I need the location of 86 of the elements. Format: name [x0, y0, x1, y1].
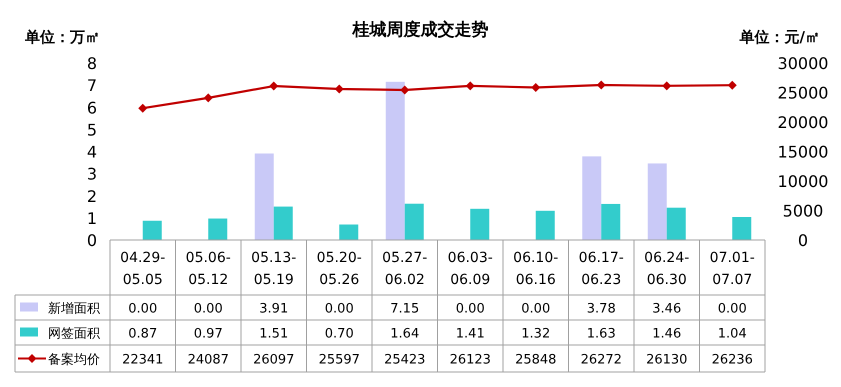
y-tick-label: 3	[86, 164, 98, 184]
data-label: 22341	[122, 352, 164, 368]
y-tick-label: 4	[86, 142, 98, 162]
y-axis-title: 单位：万㎡	[24, 28, 100, 46]
y-tick-label: 0	[86, 231, 98, 250]
y2-tick-label: 0	[798, 231, 808, 250]
data-label: 0.00	[324, 302, 354, 316]
data-label: 25848	[515, 352, 556, 368]
data-label: 26123	[450, 352, 491, 368]
data-label: 0.00	[128, 302, 158, 316]
bar	[339, 224, 358, 240]
y2-tick-label: 5000	[782, 202, 824, 220]
y2-tick-label: 25000	[778, 84, 828, 102]
legend-label: 新增面积	[48, 302, 100, 316]
data-label: 0.00	[194, 302, 223, 316]
y-tick-label: 2	[86, 186, 98, 206]
y2-tick-label: 10000	[778, 172, 828, 191]
x-tick-label: 06.17-06.23	[578, 250, 624, 288]
y2-tick-label: 15000	[778, 142, 828, 162]
y2-tick-label: 30000	[778, 54, 828, 73]
x-tick-label: 05.20-05.26	[316, 250, 362, 288]
data-label: 25597	[318, 352, 360, 368]
point	[531, 82, 540, 92]
point	[204, 93, 213, 102]
point	[400, 86, 410, 95]
bar	[732, 216, 752, 240]
x-tick-label: 06.10-06.16	[513, 250, 558, 288]
y-tick-label: 8	[86, 54, 98, 73]
data-label: 1.63	[586, 326, 616, 342]
data-label: 1.51	[259, 326, 288, 342]
bar	[404, 204, 424, 240]
bar	[142, 220, 162, 240]
legend-label: 备案均价	[48, 352, 100, 368]
chart-title: 桂城周度成交走势	[352, 20, 488, 40]
data-label: 26130	[646, 352, 688, 368]
x-tick-label: 07.01-07.07	[710, 250, 755, 288]
data-label: 26097	[253, 352, 294, 368]
point	[269, 82, 278, 91]
data-label: 3.91	[259, 302, 288, 316]
y-tick-label: 6	[86, 98, 98, 118]
data-label: 1.32	[521, 326, 550, 342]
y-tick-label: 1	[86, 208, 98, 228]
data-label: 0.00	[521, 302, 550, 316]
bar	[386, 82, 405, 240]
point	[466, 81, 475, 90]
bar	[208, 218, 228, 240]
bar	[601, 204, 620, 240]
x-tick-label: 04.29-05.05	[120, 250, 166, 288]
y-tick-label: 7	[86, 76, 98, 96]
data-label: 3.78	[586, 302, 616, 316]
point	[334, 84, 344, 94]
data-label: 0.70	[324, 326, 354, 342]
x-tick-label: 05.27-06.02	[382, 250, 428, 288]
data-label: 1.41	[456, 326, 485, 342]
data-label: 1.64	[390, 326, 420, 342]
bar	[470, 208, 490, 240]
point	[662, 81, 672, 90]
y-tick-label: 5	[86, 120, 98, 140]
data-label: 1.46	[652, 326, 682, 342]
bar	[274, 206, 293, 240]
data-label: 25423	[384, 352, 426, 368]
data-label: 26236	[712, 352, 753, 368]
bar	[536, 210, 555, 240]
point	[728, 80, 737, 90]
data-label: 24087	[188, 352, 229, 368]
data-label: 0.87	[128, 326, 158, 342]
legend-label: 网签面积	[48, 326, 100, 342]
data-label: 7.15	[390, 302, 420, 316]
x-tick-label: 05.13-05.19	[251, 250, 296, 288]
data-label: 26272	[580, 352, 622, 368]
data-label: 0.00	[718, 302, 747, 316]
point	[596, 80, 606, 90]
y2-tick-label: 20000	[778, 113, 828, 132]
data-label: 1.04	[718, 326, 747, 342]
x-tick-label: 06.03-06.09	[448, 250, 493, 288]
x-tick-label: 05.06-05.12	[186, 250, 231, 288]
y2-axis-title: 单位：元/㎡	[738, 28, 820, 46]
bar	[666, 208, 686, 240]
x-tick-label: 06.24-06.30	[644, 250, 690, 288]
bar	[648, 163, 667, 240]
data-label: 0.97	[194, 326, 223, 342]
data-label: 3.46	[652, 302, 682, 316]
data-label: 0.00	[456, 302, 485, 316]
bar	[254, 153, 274, 240]
point	[138, 104, 148, 113]
bar	[582, 156, 602, 240]
